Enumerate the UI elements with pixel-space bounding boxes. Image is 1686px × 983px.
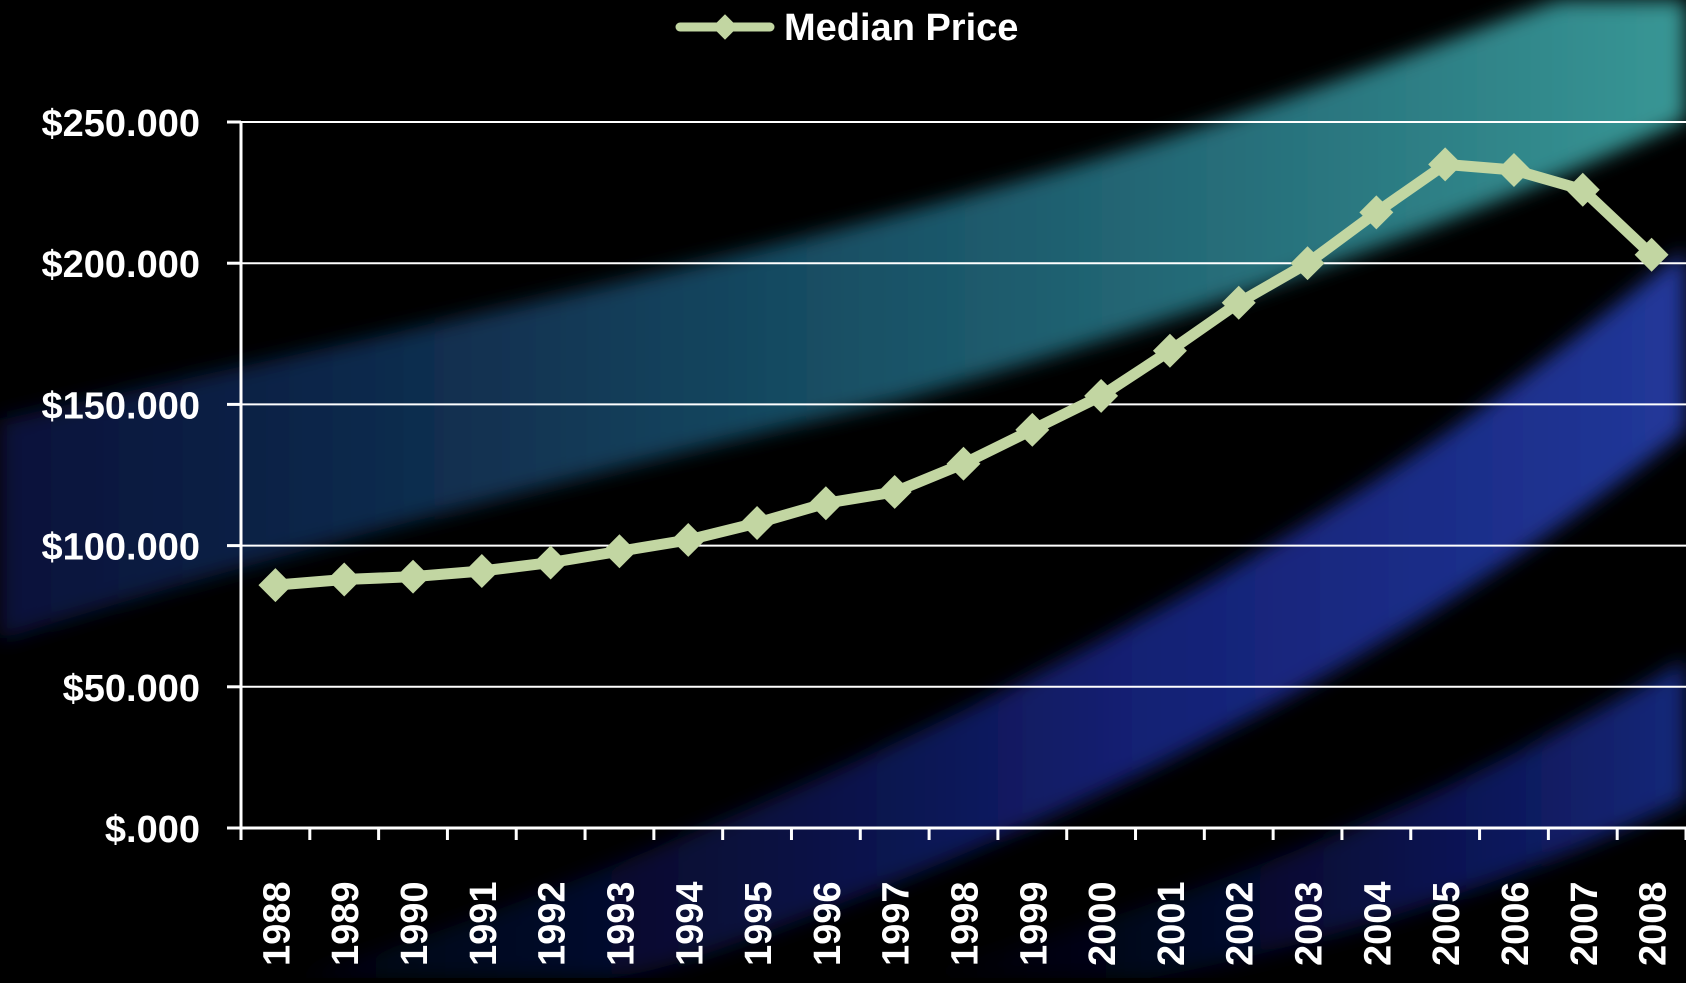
data-point-marker — [464, 554, 499, 588]
x-tick-label: 2001 — [1151, 881, 1193, 966]
series-median-price — [258, 147, 1669, 603]
x-tick-label: 2004 — [1357, 881, 1399, 966]
legend-diamond-marker — [712, 14, 738, 40]
data-point-marker — [877, 474, 912, 509]
x-tick-label: 1990 — [394, 881, 436, 966]
data-point-marker — [740, 506, 775, 540]
x-tick-label: 2005 — [1426, 881, 1468, 966]
data-point-marker — [671, 522, 706, 557]
y-tick-label: $.000 — [105, 809, 200, 851]
x-tick-label: 1996 — [807, 881, 849, 966]
x-tick-label: 2007 — [1564, 881, 1606, 966]
y-tick-label: $250.000 — [42, 103, 201, 145]
x-tick-label: 1999 — [1013, 881, 1055, 966]
data-point-marker — [533, 545, 568, 580]
data-point-marker — [1084, 378, 1119, 413]
data-point-marker — [1015, 412, 1050, 447]
x-tick-label: 2000 — [1082, 881, 1124, 966]
x-axis-ticks — [239, 828, 1686, 840]
data-point-marker — [1565, 172, 1600, 207]
y-tick-label: $100.000 — [42, 527, 201, 569]
x-tick-label: 2003 — [1289, 881, 1331, 966]
gridlines — [241, 121, 1686, 688]
x-axis-tick-labels: 1988 1989 1990 1991 1992 1993 1994 1995 1996 1997… — [256, 881, 1674, 966]
background-band-blue-lower — [900, 660, 1686, 978]
chart-legend: Median Price — [675, 7, 1018, 49]
y-tick-label: $150.000 — [42, 385, 201, 427]
data-point-marker — [946, 446, 981, 481]
x-tick-label: 1998 — [945, 881, 987, 966]
y-tick-label: $200.000 — [42, 244, 201, 286]
data-point-marker — [396, 559, 430, 594]
x-tick-label: 1993 — [600, 881, 642, 966]
x-tick-label: 2006 — [1495, 881, 1537, 966]
data-point-marker — [1428, 147, 1463, 182]
x-tick-label: 1989 — [325, 881, 367, 966]
data-point-marker — [808, 486, 843, 521]
data-point-marker — [1497, 153, 1531, 187]
y-tick-label: $50.000 — [63, 668, 200, 710]
legend-label: Median Price — [784, 7, 1018, 49]
data-point-marker — [327, 562, 362, 597]
background-band-blue — [300, 250, 1686, 978]
data-point-marker — [1359, 195, 1394, 230]
y-axis-tick-labels: $.000 $50.000 $100.000 $150.000 $200.000 $250… — [42, 103, 201, 851]
data-point-marker — [1634, 237, 1669, 272]
data-point-marker — [602, 534, 637, 569]
background-band-teal — [0, 0, 1686, 640]
x-tick-label: 1995 — [738, 881, 780, 966]
x-tick-label: 2008 — [1633, 881, 1675, 966]
data-point-marker — [1152, 333, 1187, 368]
data-point-marker — [258, 568, 293, 603]
axes — [227, 120, 1686, 830]
x-tick-label: 1992 — [532, 881, 574, 966]
data-point-marker — [1221, 285, 1256, 320]
x-tick-label: 1994 — [669, 881, 711, 966]
x-tick-label: 1988 — [256, 881, 298, 966]
x-tick-label: 1991 — [463, 881, 505, 966]
x-tick-label: 1997 — [876, 881, 918, 966]
x-tick-label: 2002 — [1220, 881, 1262, 966]
